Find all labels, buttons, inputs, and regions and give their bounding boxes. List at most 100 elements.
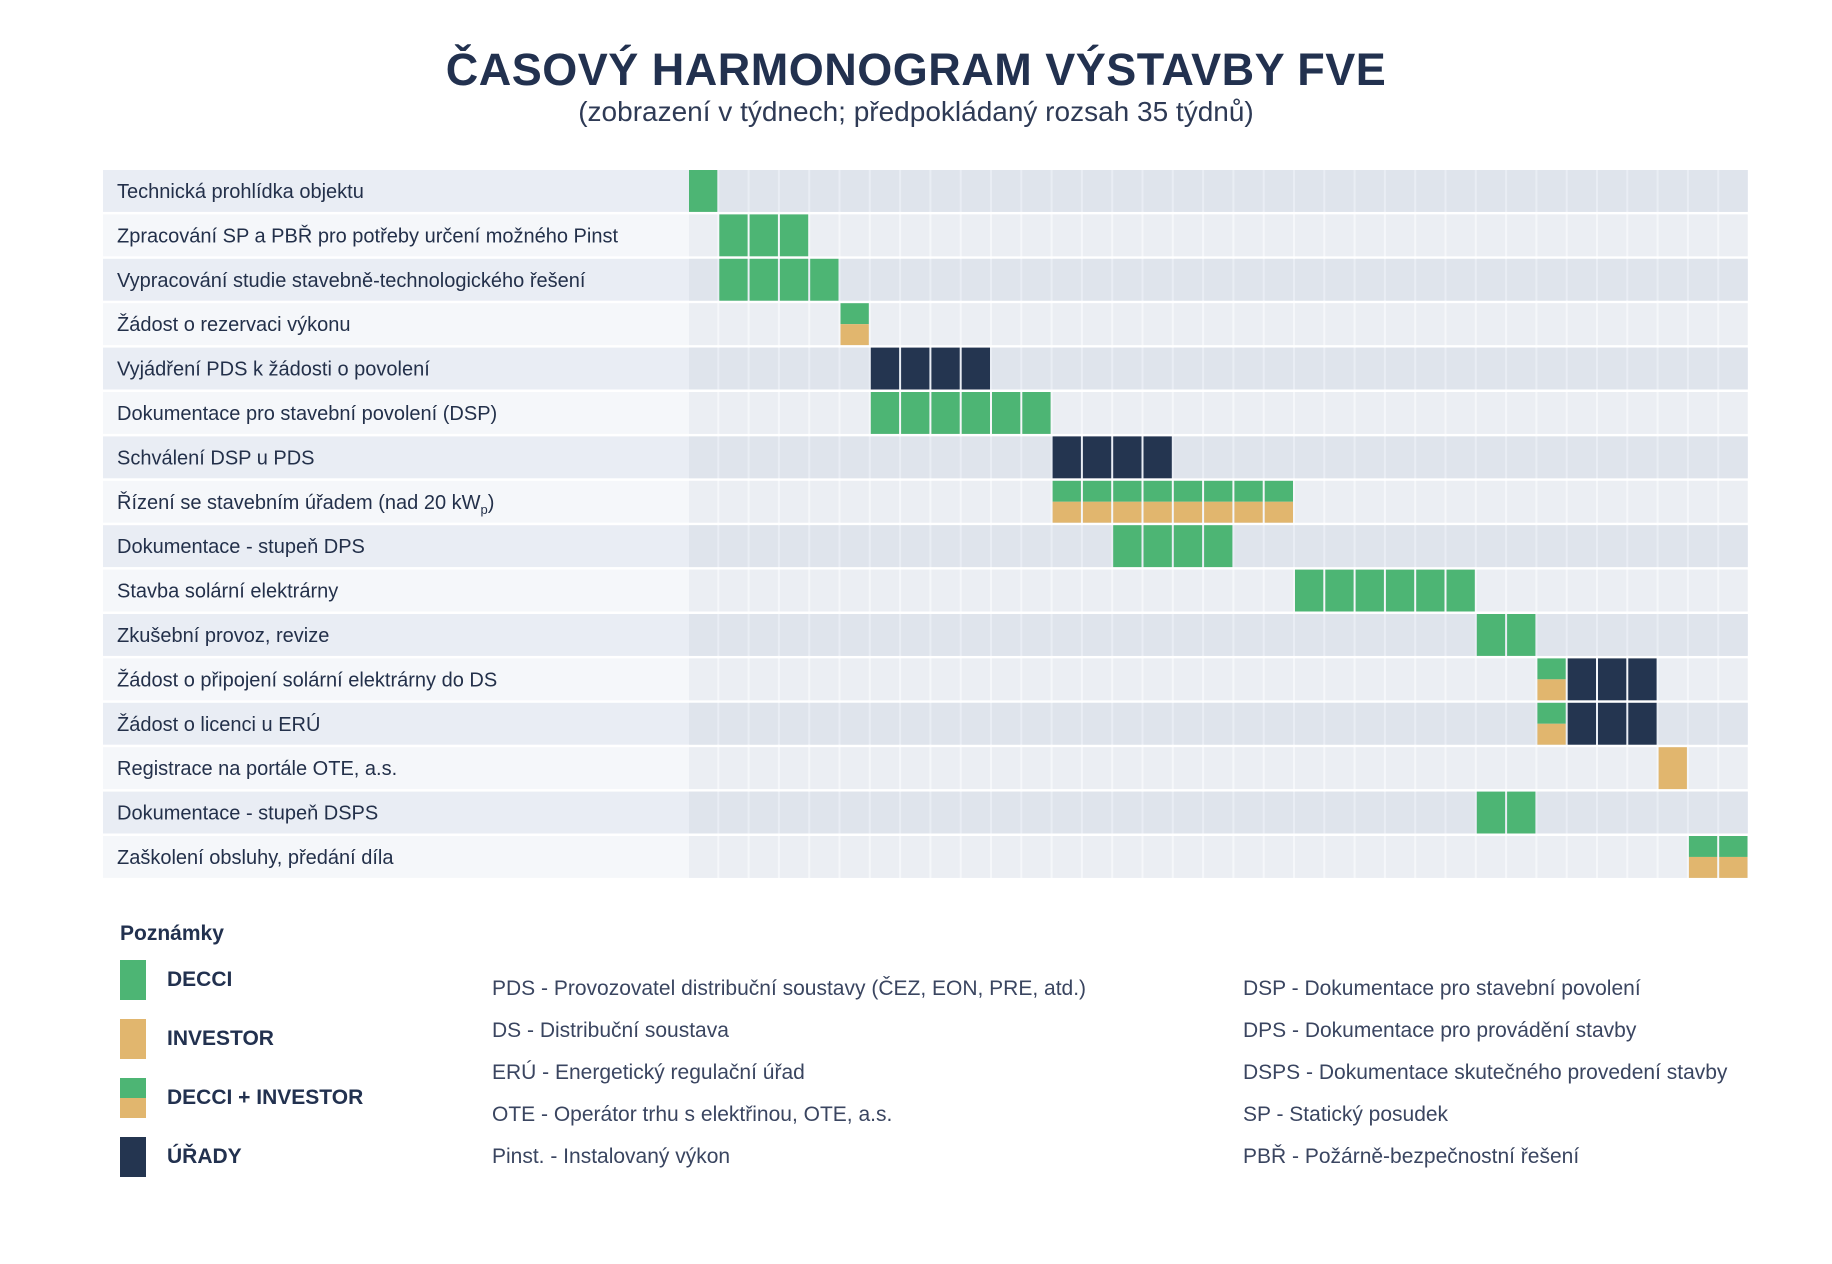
week-cell <box>719 658 748 701</box>
week-cell <box>1628 303 1657 346</box>
abbr-eru: ERÚ - Energetický regulační úřad <box>492 1061 805 1084</box>
week-cell <box>1022 214 1051 257</box>
abbr-dsps: DSPS - Dokumentace skutečného provedení … <box>1243 1061 1728 1084</box>
week-cell <box>870 747 900 790</box>
week-cell <box>992 702 1021 745</box>
week-cell <box>1567 569 1596 612</box>
week-cell <box>1537 614 1566 656</box>
task-bar-cell <box>1598 702 1627 745</box>
week-cell <box>931 258 960 301</box>
task-bar-cell <box>1507 614 1536 656</box>
week-cell <box>719 436 748 479</box>
week-cell <box>1567 214 1596 257</box>
week-cell <box>1325 303 1354 346</box>
task-bar-cell <box>719 258 748 301</box>
week-cell <box>1022 658 1051 701</box>
week-cell <box>1355 525 1384 568</box>
task-bar-cell-decci <box>1113 480 1142 502</box>
task-bar-cell <box>779 214 809 257</box>
week-cell <box>1325 836 1354 878</box>
task-bar-cell <box>749 258 778 301</box>
task-bar-cell-investor <box>1234 501 1263 523</box>
week-cell <box>1658 347 1687 390</box>
week-cell <box>1022 258 1051 301</box>
week-cell <box>1325 436 1354 479</box>
task-bar-cell-decci <box>1264 480 1293 502</box>
week-cell <box>749 791 778 834</box>
task-bar-cell-decci <box>1537 702 1566 724</box>
week-cell <box>1688 614 1718 656</box>
week-cell <box>1598 214 1627 257</box>
task-label: Dokumentace - stupeň DSPS <box>117 803 378 825</box>
task-bar-cell <box>1204 525 1233 568</box>
week-cell <box>1507 303 1536 346</box>
week-cell <box>870 836 900 878</box>
week-cell <box>1446 525 1475 568</box>
week-cell <box>1567 747 1596 790</box>
task-bar-cell <box>1598 658 1627 701</box>
week-cell <box>840 525 869 568</box>
week-cell <box>1537 214 1566 257</box>
task-bar-cell <box>1628 658 1657 701</box>
week-cell <box>992 436 1021 479</box>
week-cell <box>1355 258 1384 301</box>
task-bar-cell <box>931 347 960 390</box>
week-cell <box>1355 392 1384 434</box>
week-cell <box>1234 747 1263 790</box>
week-cell <box>1264 303 1293 346</box>
week-cell <box>1507 436 1536 479</box>
week-cell <box>1355 480 1384 523</box>
week-cell <box>1476 525 1506 568</box>
week-cell <box>1567 791 1596 834</box>
week-cell <box>689 258 718 301</box>
week-cell <box>1143 392 1172 434</box>
task-bar-cell <box>1567 702 1596 745</box>
task-bar-cell-investor <box>1143 501 1172 523</box>
week-cell <box>1628 347 1657 390</box>
week-cell <box>1082 791 1112 834</box>
week-cell <box>1719 214 1748 257</box>
week-cell <box>870 170 900 212</box>
week-cell <box>1446 170 1475 212</box>
week-cell <box>1416 836 1445 878</box>
week-cell <box>961 214 990 257</box>
week-cell <box>931 525 960 568</box>
task-bar-cell-investor <box>1113 501 1142 523</box>
task-bar-cell-decci <box>1537 658 1566 680</box>
week-cell <box>1173 702 1203 745</box>
week-cell <box>1688 747 1718 790</box>
week-cell <box>1385 480 1415 523</box>
week-cell <box>1234 303 1263 346</box>
week-cell <box>1658 214 1687 257</box>
week-cell <box>1719 702 1748 745</box>
week-cell <box>779 347 809 390</box>
week-cell <box>749 525 778 568</box>
week-cell <box>1295 658 1324 701</box>
week-cell <box>1355 347 1384 390</box>
week-cell <box>931 170 960 212</box>
week-cell <box>1325 347 1354 390</box>
week-cell <box>749 480 778 523</box>
week-cell <box>810 569 839 612</box>
week-cell <box>689 347 718 390</box>
week-cell <box>810 791 839 834</box>
week-cell <box>1688 347 1718 390</box>
week-cell <box>1688 791 1718 834</box>
week-cell <box>1143 791 1172 834</box>
week-cell <box>1173 658 1203 701</box>
week-cell <box>1234 614 1263 656</box>
week-cell <box>901 303 930 346</box>
week-cell <box>1234 791 1263 834</box>
week-cell <box>1446 392 1475 434</box>
week-cell <box>1628 614 1657 656</box>
week-cell <box>1385 170 1415 212</box>
week-cell <box>1234 525 1263 568</box>
week-cell <box>1628 791 1657 834</box>
week-cell <box>1476 836 1506 878</box>
week-cell <box>1385 392 1415 434</box>
week-cell <box>1598 303 1627 346</box>
week-cell <box>1598 347 1627 390</box>
week-cell <box>1567 170 1596 212</box>
week-cell <box>1325 614 1354 656</box>
week-cell <box>1355 836 1384 878</box>
